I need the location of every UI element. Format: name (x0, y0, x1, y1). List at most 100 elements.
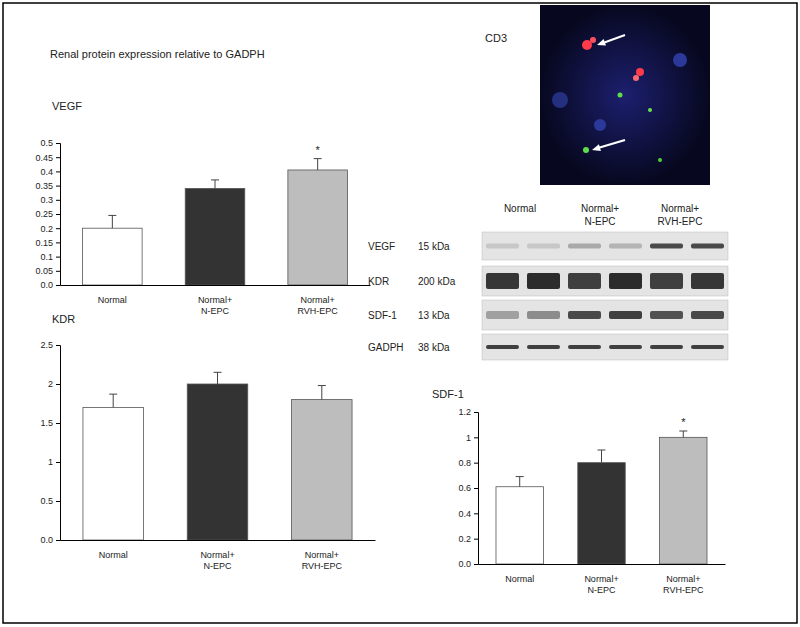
chart: VEGF0.00.050.10.150.20.250.30.350.40.450… (35, 100, 370, 316)
x-tick-label-line: Normal+ (305, 550, 339, 560)
error-bar-cap (516, 476, 524, 477)
blot-protein: KDR (368, 276, 389, 287)
bar (83, 228, 143, 285)
x-tick-label-line: N-EPC (201, 306, 230, 316)
lane-label-line: Normal+ (661, 203, 699, 214)
y-tick-label: 0.2 (458, 534, 471, 544)
x-tick: Normal+N-EPC (200, 540, 234, 571)
micrograph-cell (552, 92, 568, 108)
x-tick-label-line: Normal+ (584, 574, 618, 584)
y-tick-label: 0.1 (40, 252, 53, 262)
error-bar-cap (211, 179, 219, 180)
y-tick-label: 0.2 (40, 224, 53, 234)
y-tick-label: 0.4 (40, 167, 53, 177)
blot-protein: GADPH (368, 342, 404, 353)
x-axis: Normal Normal+N-EPC Normal+RVH-EPC (61, 285, 371, 316)
x-tick-label-line: Normal (98, 295, 127, 305)
y-tick: 0.35 (35, 181, 60, 191)
blot-band (650, 273, 683, 289)
blot-strip (482, 300, 728, 330)
error-bar-stem (321, 386, 322, 400)
error-bar-stem (601, 450, 602, 463)
x-tick-label: Normal+RVH-EPC (297, 295, 338, 315)
blot-size: 15 kDa (418, 241, 450, 252)
x-tick-label-line: N-EPC (587, 585, 616, 595)
x-axis: NormalNormal+N-EPCNormal+RVH-EPC (479, 564, 726, 595)
error-bar-stem (215, 180, 216, 189)
blot-band (609, 311, 642, 319)
blot-band (609, 244, 642, 249)
annotation: * (316, 144, 321, 156)
lane-label: Normal (504, 203, 536, 214)
y-tick-label: 0.05 (35, 266, 53, 276)
y-tick: 1 (466, 433, 478, 443)
error-bar (679, 431, 687, 437)
y-tick: 0.3 (40, 195, 60, 205)
y-tick: 0.0 (458, 559, 478, 569)
blot-band (527, 244, 560, 249)
figure: Renal protein expression relative to GAD… (0, 0, 800, 627)
micrograph-cell (583, 147, 589, 153)
x-axis-line (61, 285, 371, 286)
y-tick-label: 0.35 (35, 181, 53, 191)
x-tick: Normal (505, 564, 534, 584)
y-tick: 1.5 (40, 418, 60, 428)
blot-band (568, 345, 601, 349)
y-tick-mark (56, 540, 60, 541)
blot-size: 200 kDa (418, 276, 456, 287)
arrow (597, 35, 625, 46)
y-tick-label: 0.8 (458, 458, 471, 468)
y-axis-line (474, 413, 479, 565)
y-tick-label: 0.4 (458, 509, 471, 519)
y-tick: 2 (48, 379, 60, 389)
y-tick: 0.25 (35, 209, 60, 219)
x-tick-label-line: Normal (99, 550, 128, 560)
y-axis: 0.00.050.10.150.20.250.30.350.40.450.5 (35, 138, 60, 290)
arrow (592, 140, 625, 151)
blot-band (650, 244, 683, 249)
lane-label-line: N-EPC (584, 216, 615, 227)
y-tick-label: 0.3 (40, 195, 53, 205)
annotation: * (681, 416, 686, 428)
blot-band (527, 345, 560, 349)
blot-band (568, 244, 601, 249)
x-tick: Normal+N-EPC (198, 285, 232, 316)
x-tick-label-line: RVH-EPC (663, 585, 704, 595)
y-tick: 0.0 (40, 280, 60, 290)
x-tick-label: Normal (99, 550, 128, 560)
y-tick-mark (56, 242, 60, 243)
y-tick: 0.5 (40, 496, 60, 506)
x-tick: Normal (98, 285, 127, 305)
x-tick-label-line: Normal+ (200, 550, 234, 560)
y-tick-label: 0.25 (35, 209, 53, 219)
blot-band (691, 345, 724, 349)
blot-protein: VEGF (368, 241, 395, 252)
y-tick-mark (56, 200, 60, 201)
y-tick: 0.2 (40, 224, 60, 234)
micrograph-cell (648, 108, 652, 112)
y-tick-mark (56, 171, 60, 172)
y-tick: 0.4 (40, 167, 60, 177)
error-bar (598, 450, 606, 463)
y-tick-label: 1.2 (458, 407, 471, 417)
y-tick-label: 0.0 (458, 559, 471, 569)
blot-band (486, 345, 519, 349)
y-tick: 0.15 (35, 238, 60, 248)
plot-area (83, 159, 348, 285)
y-tick-mark (474, 488, 478, 489)
y-tick: 0.05 (35, 266, 60, 276)
error-bar (109, 394, 117, 407)
micrograph-cell (618, 93, 623, 98)
error-bar-cap (108, 215, 116, 216)
y-tick: 0.4 (458, 509, 478, 519)
error-bar-stem (217, 372, 218, 384)
micrograph-cell (673, 53, 687, 67)
chart-title: KDR (52, 313, 75, 325)
blot-strip (482, 232, 728, 260)
y-tick-mark (56, 228, 60, 229)
blot-band (527, 311, 560, 319)
y-tick-label: 0.0 (40, 535, 53, 545)
y-tick-mark (56, 285, 60, 286)
error-bar-cap (318, 385, 326, 386)
error-bar-cap (679, 431, 687, 432)
